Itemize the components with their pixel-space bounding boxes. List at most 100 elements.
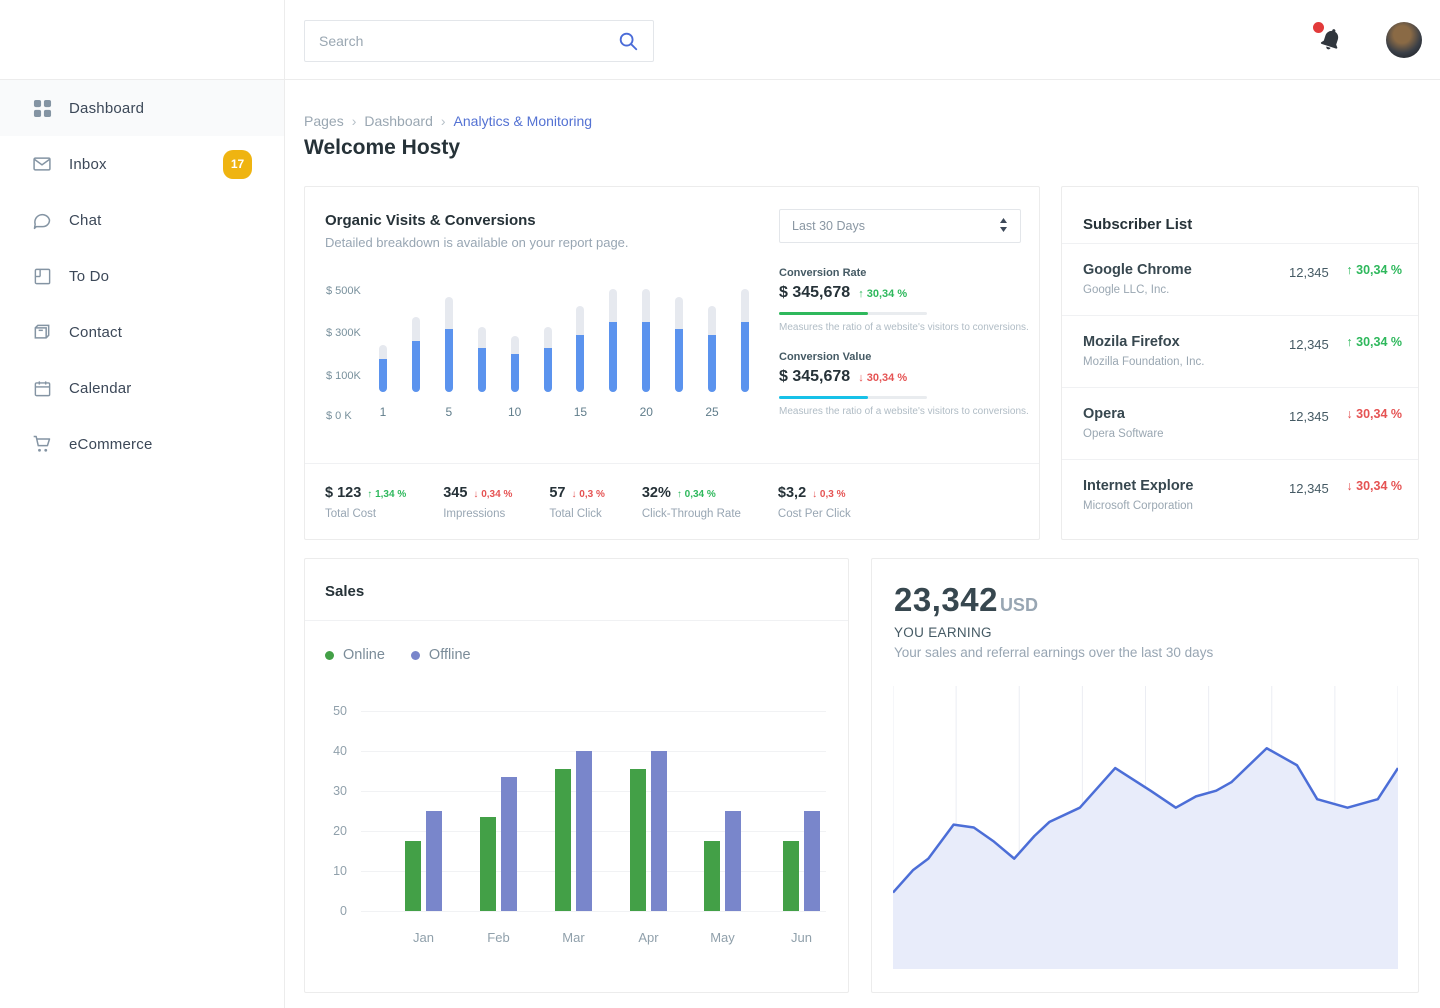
sales-bar-group: May bbox=[704, 811, 741, 945]
search-icon[interactable] bbox=[617, 30, 639, 52]
sidebar-item-to-do[interactable]: To Do bbox=[0, 248, 284, 304]
main-content: Pages › Dashboard › Analytics & Monitoring W… bbox=[285, 80, 1440, 1008]
breadcrumb-separator: › bbox=[351, 113, 357, 129]
subscriber-count: 12,345 bbox=[1289, 265, 1329, 280]
user-avatar[interactable] bbox=[1386, 22, 1422, 58]
inbox-badge: 17 bbox=[223, 149, 252, 179]
conversion-value-desc: Measures the ratio of a website's visito… bbox=[779, 406, 1029, 417]
stat-total-cost: $ 123 ↑ 1,34 % Total Cost bbox=[325, 485, 406, 520]
organic-bar-value bbox=[510, 354, 519, 392]
stat-delta: ↓ 0,34 % bbox=[473, 489, 513, 500]
conversion-rate-label: Conversion Rate bbox=[779, 267, 867, 279]
subscriber-name: Internet Explore bbox=[1083, 478, 1194, 494]
stat-value: 345 bbox=[443, 485, 468, 501]
sidebar-item-chat[interactable]: Chat bbox=[0, 192, 284, 248]
notification-dot bbox=[1313, 22, 1324, 33]
subscriber-row[interactable]: Opera Opera Software 12,345 ↓ 30,34 % bbox=[1062, 388, 1418, 460]
sidebar-item-label: eCommerce bbox=[69, 435, 153, 453]
subscriber-name: Opera bbox=[1083, 406, 1125, 422]
sidebar-item-label: Contact bbox=[69, 323, 123, 341]
stat-label: Click-Through Rate bbox=[641, 508, 741, 520]
sales-bar-online bbox=[704, 841, 720, 911]
period-select[interactable]: Last 30 Days bbox=[779, 209, 1021, 243]
conversion-rate-value: $ 345,678 bbox=[779, 284, 851, 301]
sales-bar-group: Apr bbox=[630, 751, 667, 945]
subscriber-delta: ↓ 30,34 % bbox=[1346, 407, 1402, 421]
organic-x-tick: 10 bbox=[507, 405, 522, 419]
conversion-value-label: Conversion Value bbox=[779, 351, 872, 363]
stat-label: Cost Per Click bbox=[777, 508, 851, 520]
sales-bar-offline bbox=[651, 751, 667, 911]
sales-y-tick: 0 bbox=[340, 904, 347, 918]
organic-bar-value bbox=[411, 341, 420, 392]
sidebar-item-dashboard[interactable]: Dashboard bbox=[0, 80, 284, 136]
stat-cost-per-click: $3,2 ↓ 0,3 % Cost Per Click bbox=[778, 485, 851, 520]
sales-x-tick: Feb bbox=[487, 930, 510, 945]
cart-icon bbox=[31, 433, 53, 455]
sidebar-nav: Dashboard Inbox 17 Chat To Do Contact Calendar… bbox=[0, 80, 284, 472]
sales-bar-offline bbox=[576, 751, 592, 911]
sales-bar-group: Jan bbox=[405, 811, 442, 945]
subscriber-row[interactable]: Internet Explore Microsoft Corporation 12,… bbox=[1062, 460, 1418, 532]
sales-bar-online bbox=[405, 841, 421, 911]
subscriber-row[interactable]: Google Chrome Google LLC, Inc. 12,345 ↑ 30,… bbox=[1062, 244, 1418, 316]
subscriber-list-title: Subscriber List bbox=[1083, 216, 1193, 233]
sidebar-item-label: Inbox bbox=[69, 155, 107, 173]
sales-card-title: Sales bbox=[325, 583, 365, 600]
legend-online: Online bbox=[325, 647, 385, 663]
stat-value: 57 bbox=[549, 485, 566, 501]
organic-visits-card: Organic Visits & Conversions Detailed br… bbox=[304, 186, 1040, 540]
organic-x-tick: 15 bbox=[573, 405, 588, 419]
sidebar-item-contact[interactable]: Contact bbox=[0, 304, 284, 360]
search-box[interactable] bbox=[304, 20, 654, 62]
conversion-value-block: Conversion Value $ 345,678 ↓ 30,34 % Meas… bbox=[779, 351, 1029, 417]
subscriber-list-card: Subscriber List Google Chrome Google LLC,… bbox=[1061, 186, 1419, 540]
breadcrumb-dashboard[interactable]: Dashboard bbox=[364, 113, 433, 129]
subscriber-row[interactable]: Mozila Firefox Mozilla Foundation, Inc. 12… bbox=[1062, 316, 1418, 388]
conversion-rate-progress bbox=[779, 312, 927, 315]
subscriber-name: Google Chrome bbox=[1083, 262, 1192, 278]
sidebar-item-calendar[interactable]: Calendar bbox=[0, 360, 284, 416]
sales-gridline bbox=[361, 751, 826, 752]
breadcrumb-pages[interactable]: Pages bbox=[304, 113, 344, 129]
sales-bar-offline bbox=[804, 811, 820, 911]
organic-bar-value bbox=[609, 322, 618, 392]
sidebar-item-label: Dashboard bbox=[69, 99, 145, 117]
stat-total-click: 57 ↓ 0,3 % Total Click bbox=[549, 485, 605, 520]
conversion-rate-block: Conversion Rate $ 345,678 ↑ 30,34 % Measu… bbox=[779, 267, 1029, 333]
breadcrumb-current[interactable]: Analytics & Monitoring bbox=[453, 113, 593, 129]
earnings-amount: 23,342 bbox=[894, 581, 998, 618]
stat-value: $3,2 bbox=[777, 485, 807, 501]
organic-card-subtitle: Detailed breakdown is available on your … bbox=[325, 235, 629, 250]
sales-y-tick: 10 bbox=[333, 864, 347, 878]
organic-bar bbox=[609, 286, 618, 392]
subscriber-company: Microsoft Corporation bbox=[1083, 500, 1193, 512]
organic-x-tick: 5 bbox=[445, 405, 453, 419]
notifications-button[interactable] bbox=[1313, 22, 1348, 56]
sidebar-item-inbox[interactable]: Inbox 17 bbox=[0, 136, 284, 192]
organic-y-tick: $ 300K bbox=[326, 327, 361, 339]
search-input[interactable] bbox=[319, 33, 617, 49]
stat-delta: ↑ 0,34 % bbox=[676, 489, 716, 500]
earnings-label: YOU EARNING bbox=[894, 625, 992, 640]
subscriber-company: Opera Software bbox=[1083, 428, 1164, 440]
organic-bar-value bbox=[576, 335, 585, 392]
stat-delta: ↑ 1,34 % bbox=[367, 489, 407, 500]
subscriber-delta: ↑ 30,34 % bbox=[1346, 263, 1402, 277]
organic-bar-value bbox=[543, 348, 552, 392]
stat-delta: ↓ 0,3 % bbox=[812, 489, 846, 500]
organic-card-title: Organic Visits & Conversions bbox=[325, 212, 536, 229]
subscriber-count: 12,345 bbox=[1289, 481, 1329, 496]
sales-bar-group: Jun bbox=[783, 811, 820, 945]
organic-y-tick: $ 100K bbox=[326, 370, 361, 382]
breadcrumb-separator: › bbox=[440, 113, 446, 129]
subscriber-count: 12,345 bbox=[1289, 409, 1329, 424]
stat-label: Total Click bbox=[549, 508, 602, 520]
sidebar-item-ecommerce[interactable]: eCommerce bbox=[0, 416, 284, 472]
organic-bar bbox=[740, 286, 749, 392]
sales-legend: Online Offline bbox=[325, 647, 471, 663]
organic-x-tick: 20 bbox=[639, 405, 653, 419]
organic-stats-row: $ 123 ↑ 1,34 % Total Cost 345 ↓ 0,34 % Impres… bbox=[305, 463, 1039, 520]
sales-bar-group: Feb bbox=[480, 777, 517, 945]
legend-offline: Offline bbox=[410, 647, 471, 663]
